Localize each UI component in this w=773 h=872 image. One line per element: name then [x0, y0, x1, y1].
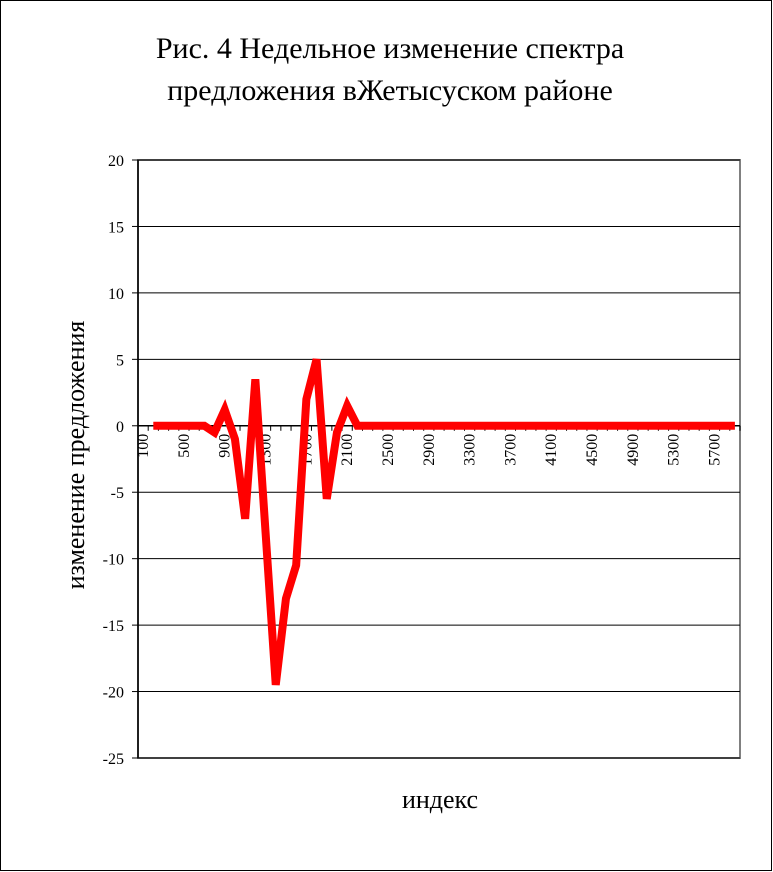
chart-title: предложения вЖетысуском районе — [167, 74, 613, 107]
x-tick-label: 900 — [217, 434, 234, 458]
y-tick-label: 15 — [108, 219, 124, 236]
x-tick-label: 5300 — [666, 434, 683, 466]
x-tick-label: 2500 — [380, 434, 397, 466]
x-tick-label: 500 — [176, 434, 193, 458]
x-tick-label: 4900 — [625, 434, 642, 466]
y-tick-label: -10 — [103, 552, 124, 569]
x-axis-title: индекс — [402, 785, 478, 814]
x-tick-label: 2900 — [421, 434, 438, 466]
x-tick-label: 3300 — [462, 434, 479, 466]
x-tick-label: 4500 — [584, 434, 601, 466]
x-tick-label: 5700 — [706, 434, 723, 466]
y-tick-label: -15 — [103, 618, 124, 635]
y-axis-title: изменение предложения — [61, 321, 90, 590]
x-tick-label: 4100 — [543, 434, 560, 466]
y-tick-label: -5 — [111, 485, 124, 502]
x-tick-label: 100 — [135, 434, 152, 458]
y-tick-label: 5 — [116, 352, 124, 369]
y-tick-label: 20 — [108, 153, 124, 170]
y-tick-label: -25 — [103, 751, 124, 768]
chart-title: Рис. 4 Недельное изменение спектра — [156, 32, 624, 65]
x-tick-label: 3700 — [502, 434, 519, 466]
x-tick-label: 2100 — [339, 434, 356, 466]
data-line — [153, 358, 735, 686]
y-tick-label: 0 — [116, 419, 124, 436]
y-tick-label: -20 — [103, 685, 124, 702]
y-tick-label: 10 — [108, 286, 124, 303]
